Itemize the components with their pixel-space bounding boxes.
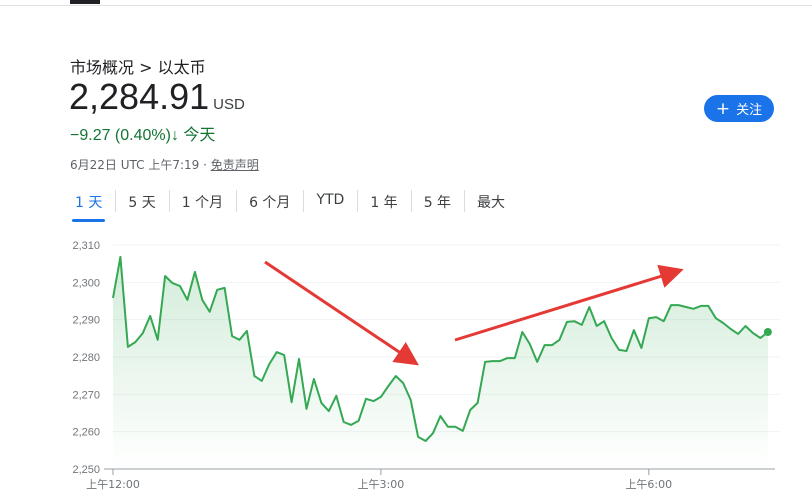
currency: USD bbox=[213, 96, 245, 113]
y-tick-label: 2,290 bbox=[72, 315, 100, 327]
disclaimer-link[interactable]: 免责声明 bbox=[210, 158, 259, 172]
tab-6[interactable]: 5 年 bbox=[410, 188, 464, 220]
change-period: 今天 bbox=[183, 127, 216, 144]
x-tick-label: 上午3:00 bbox=[358, 478, 405, 491]
tab-2[interactable]: 1 个月 bbox=[168, 188, 236, 220]
plus-icon: + bbox=[715, 98, 731, 119]
annotation-arrow-down bbox=[264, 260, 419, 366]
timestamp: 6月22日 UTC 上午7:19 · 免责声明 bbox=[70, 156, 259, 173]
date-text: 6月22日 UTC 上午7:19 · bbox=[70, 158, 211, 172]
change-value: −9.27 (0.40%) bbox=[70, 127, 171, 144]
follow-button[interactable]: + 关注 bbox=[704, 95, 774, 122]
y-tick-label: 2,270 bbox=[72, 389, 100, 401]
tab-3[interactable]: 6 个月 bbox=[236, 188, 303, 220]
tab-0[interactable]: 1 天 bbox=[62, 188, 115, 222]
annotation-arrow-up bbox=[454, 264, 684, 342]
arrow-down-icon: ↓ bbox=[170, 127, 179, 144]
price: 2,284.91 bbox=[69, 76, 210, 117]
y-tick-label: 2,260 bbox=[72, 427, 100, 439]
price-change: −9.27 (0.40%)↓ 今天 bbox=[70, 121, 215, 145]
top-tab-indicator bbox=[70, 0, 100, 4]
tab-1[interactable]: 5 天 bbox=[115, 188, 168, 220]
x-tick-label: 上午6:00 bbox=[625, 478, 672, 491]
tab-4[interactable]: YTD bbox=[303, 188, 357, 220]
y-tick-label: 2,300 bbox=[72, 277, 100, 289]
x-tick-label: 上午12:00 bbox=[86, 478, 140, 491]
y-tick-label: 2,280 bbox=[72, 352, 100, 364]
last-point-dot bbox=[763, 327, 772, 336]
price-line bbox=[112, 255, 769, 442]
follow-label: 关注 bbox=[736, 103, 763, 118]
divider bbox=[0, 5, 812, 6]
breadcrumb[interactable]: 市场概况 > 以太币 bbox=[70, 58, 206, 77]
tab-7[interactable]: 最大 bbox=[464, 188, 518, 220]
area-fill bbox=[113, 256, 768, 469]
y-tick-label: 2,310 bbox=[72, 240, 100, 252]
y-tick-label: 2,250 bbox=[72, 464, 100, 476]
tab-5[interactable]: 1 年 bbox=[357, 188, 410, 220]
price-display: 2,284.91 USD bbox=[69, 76, 245, 118]
